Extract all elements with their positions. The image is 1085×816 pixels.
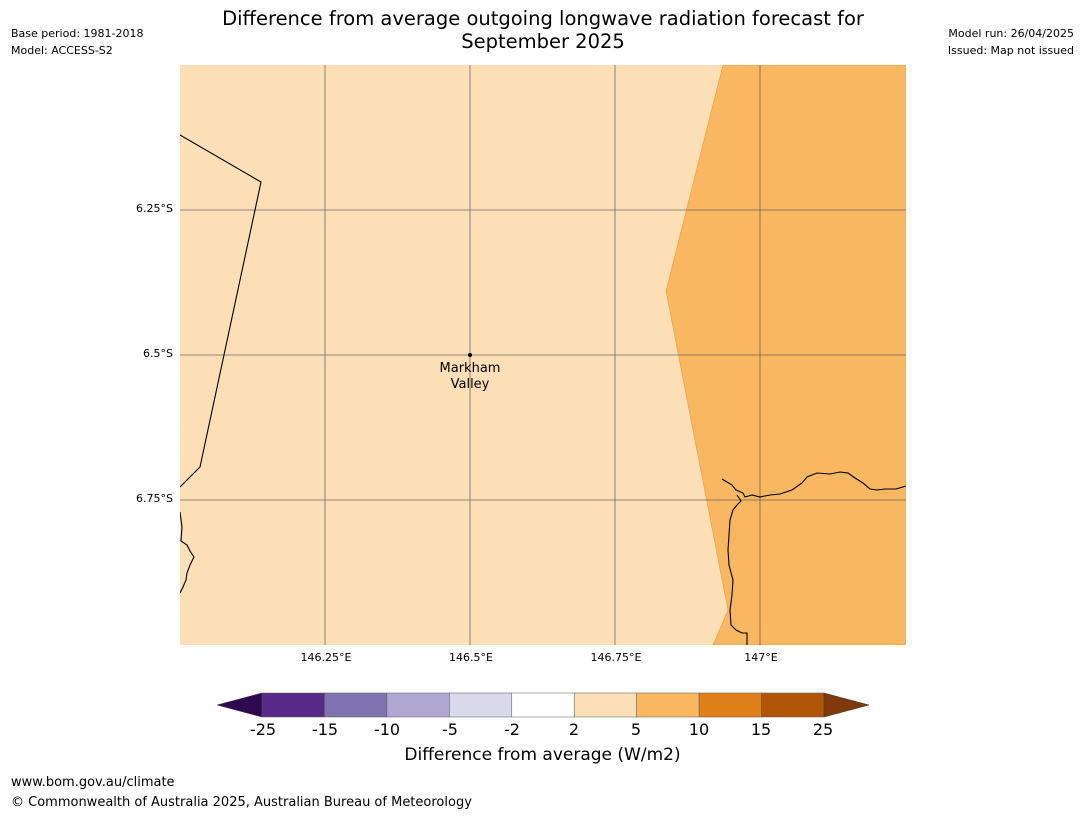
colorbar-bin	[386, 692, 450, 718]
meta-left: Base period: 1981-2018 Model: ACCESS-S2	[11, 25, 143, 59]
colorbar-bin	[324, 692, 388, 718]
colorbar-tick: 15	[750, 720, 772, 739]
colorbar-tick: -10	[373, 720, 401, 739]
location-label-line2: Valley	[451, 377, 490, 392]
footer-url-link[interactable]: www.bom.gov.au/climate	[11, 775, 175, 790]
colorbar-bin	[511, 692, 575, 718]
colorbar-bin	[698, 692, 762, 718]
coastline-east-peninsula	[727, 494, 748, 645]
lon-label-146-25: 146.25°E	[300, 651, 352, 664]
colorbar-bin	[449, 692, 513, 718]
footer-copyright: © Commonwealth of Australia 2025, Austra…	[11, 795, 472, 810]
lat-label-6-25: 6.25°S	[136, 202, 173, 215]
colorbar-tick: -25	[249, 720, 277, 739]
coastline-huon-gulf	[721, 471, 906, 498]
colorbar-bin	[261, 692, 325, 718]
model-run-text: Model run: 26/04/2025	[948, 27, 1074, 40]
base-period-text: Base period: 1981-2018	[11, 27, 144, 40]
lon-label-146-5: 146.5°E	[449, 651, 493, 664]
markham-valley-marker	[468, 353, 472, 357]
colorbar-bin	[573, 692, 637, 718]
colorbar-extend-low	[216, 692, 263, 718]
colorbar-tick: -2	[504, 720, 520, 739]
issued-text: Issued: Map not issued	[947, 44, 1074, 57]
lon-label-147: 147°E	[744, 651, 778, 664]
colorbar-label: Difference from average (W/m2)	[404, 745, 681, 765]
map-title: Difference from average outgoing longwav…	[222, 7, 864, 53]
colorbar-tick: -5	[442, 720, 458, 739]
colorbar-tick: 25	[812, 720, 834, 739]
lon-label-146-75: 146.75°E	[590, 651, 642, 664]
coastline-west	[180, 511, 195, 594]
colorbar-bin	[636, 692, 700, 718]
colorbar-tick: 5	[630, 720, 642, 739]
map-panel: Markham Valley	[180, 65, 906, 645]
lat-label-6-75: 6.75°S	[136, 492, 173, 505]
province-boundary-line	[180, 134, 262, 488]
model-text: Model: ACCESS-S2	[11, 44, 113, 57]
colorbar-tick: 2	[568, 720, 580, 739]
location-label-line1: Markham	[440, 361, 501, 376]
colorbar	[216, 692, 870, 718]
meta-right: Model run: 26/04/2025 Issued: Map not is…	[948, 25, 1074, 59]
colorbar-bins	[261, 692, 825, 718]
lat-label-6-5: 6.5°S	[143, 347, 173, 360]
colorbar-tick: 10	[688, 720, 710, 739]
colorbar-bin	[761, 692, 825, 718]
colorbar-tick: -15	[311, 720, 339, 739]
colorbar-extend-high	[823, 692, 870, 718]
